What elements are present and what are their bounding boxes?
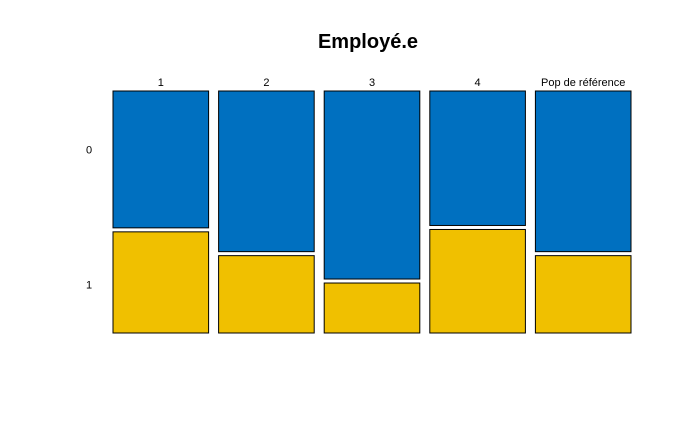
column-label: 2 (263, 77, 269, 89)
tile-row-1 (323, 282, 421, 334)
tile-row-0 (112, 90, 210, 229)
tile-row-1 (534, 255, 632, 334)
tile-row-1 (429, 228, 526, 334)
row-label: 0 (86, 144, 92, 156)
tile-row-1 (218, 255, 315, 334)
tile-row-0 (323, 90, 421, 280)
mosaic-tiles (112, 90, 632, 334)
column-label: Pop de référence (541, 77, 625, 89)
tile-row-0 (429, 90, 526, 226)
row-labels: 01 (86, 144, 92, 291)
column-label: 4 (475, 77, 481, 89)
column-label: 3 (369, 77, 375, 89)
column-labels: 1 2 3 4 Pop de référence (158, 77, 626, 89)
row-label: 1 (86, 279, 92, 291)
tile-row-0 (534, 90, 632, 253)
column-label: 1 (158, 77, 164, 89)
tile-row-1 (112, 231, 210, 334)
chart-title: Employé.e (318, 31, 418, 53)
tile-row-0 (218, 90, 315, 253)
